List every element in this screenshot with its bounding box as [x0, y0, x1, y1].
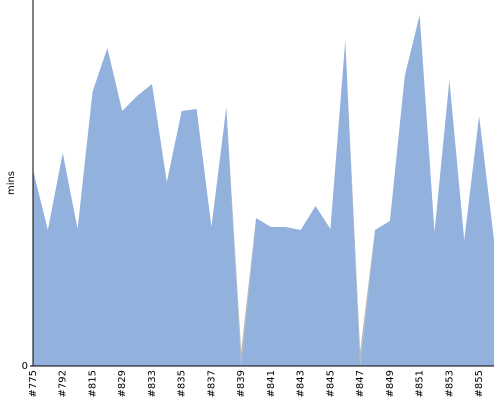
x-tick-label: #833: [147, 370, 158, 397]
area: [33, 15, 494, 366]
x-tick-label: #853: [444, 370, 455, 397]
x-tick-label: #839: [236, 370, 247, 397]
x-tick-label: #845: [325, 370, 336, 397]
x-tick-label: #843: [296, 370, 307, 397]
x-tick-label: #855: [474, 370, 485, 397]
x-tick-label: #815: [87, 370, 98, 397]
x-tick-label: #851: [415, 370, 426, 397]
x-tick-label: #841: [266, 370, 277, 397]
x-tick-label: #775: [28, 370, 39, 397]
x-tick-label: #837: [206, 370, 217, 397]
x-tick-label: #792: [58, 370, 69, 397]
y-axis-label: mins: [6, 171, 17, 195]
x-tick-label: #847: [355, 370, 366, 397]
x-tick-label: #829: [117, 370, 128, 397]
y-tick-label: 0: [22, 361, 28, 372]
x-tick-label: #849: [385, 370, 396, 397]
x-tick-label: #835: [177, 370, 188, 397]
